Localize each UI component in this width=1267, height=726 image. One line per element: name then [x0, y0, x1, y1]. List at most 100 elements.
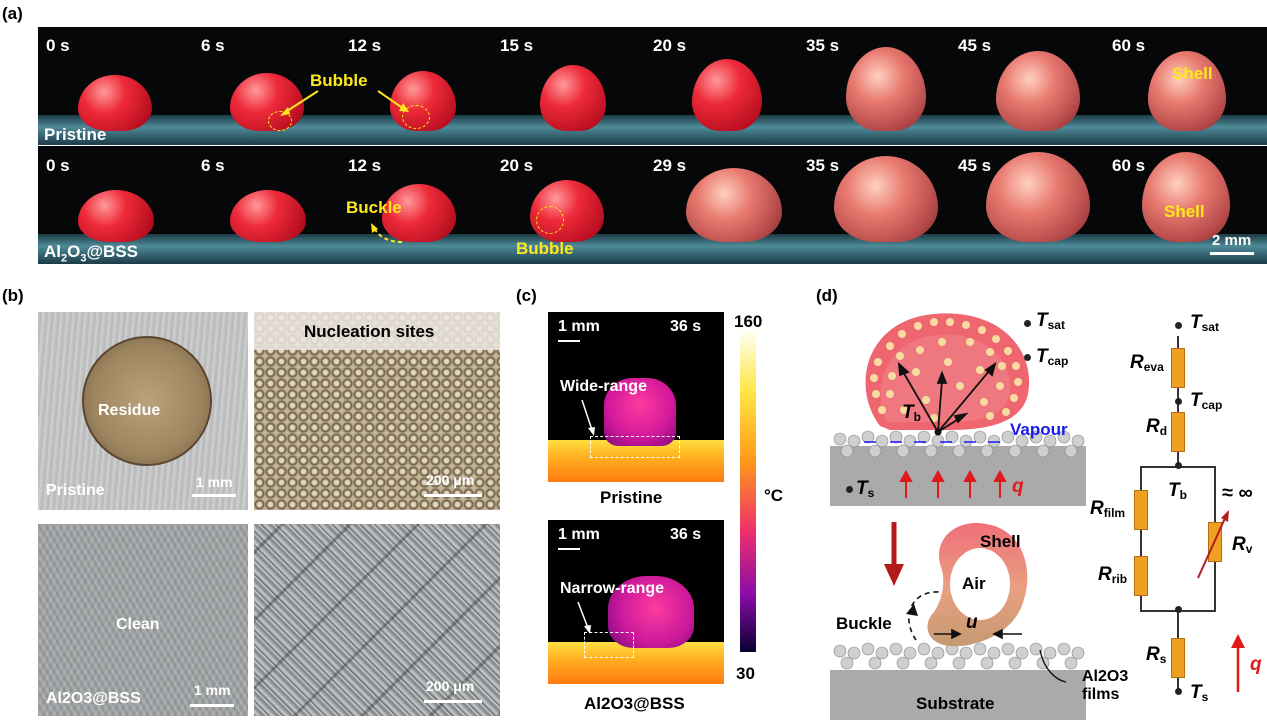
resistor-rib [1134, 556, 1148, 596]
frame-time: 35 s [806, 36, 840, 55]
ir-image-coated: 1 mm 36 s Narrow-range [548, 520, 724, 684]
substrate-strip [38, 234, 1267, 264]
pristine-zoom-image: Nucleation sites 200 μm [254, 312, 500, 510]
texture-overlay [254, 524, 500, 716]
surface-label: Al2O3@BSS [46, 690, 141, 707]
circuit-q: q [1250, 654, 1262, 675]
droplet-thermal [608, 576, 694, 648]
scale-bar [1210, 252, 1254, 255]
frame-time: 6 s [201, 36, 225, 55]
surface-label: Al2O3@BSS [44, 242, 139, 264]
droplet [230, 190, 306, 242]
buckle-arrow [371, 223, 403, 243]
shell-label: Shell [1172, 64, 1213, 83]
time-label: 36 s [670, 318, 702, 335]
droplet [692, 59, 762, 131]
pristine-overview-image: Residue Pristine 1 mm [38, 312, 248, 510]
scale-bar [558, 340, 580, 342]
circuit-wire [1177, 452, 1179, 468]
colorbar-min: 30 [736, 664, 755, 683]
panel-d-label: (d) [816, 286, 838, 305]
panel-a-row-coated: 0 s 6 s 12 s 20 s 29 s 35 s 45 s 60 s Bu… [38, 146, 1267, 264]
frame-time: 45 s [958, 156, 992, 175]
substrate-label: Substrate [916, 694, 995, 713]
circuit-T-sat: Tsat [1190, 312, 1219, 334]
coated-overview-image: Clean Al2O3@BSS 1 mm [38, 524, 248, 716]
time-label: 36 s [670, 526, 702, 543]
scale-bar [190, 704, 234, 707]
node-marker [1175, 606, 1182, 613]
colorbar [740, 332, 756, 652]
circuit-R-s: Rs [1146, 644, 1167, 666]
droplet-shell [846, 47, 926, 131]
scale-bar-label: 200 μm [426, 678, 475, 694]
scale-bar-label: 200 μm [426, 472, 475, 488]
point-marker [1024, 354, 1031, 361]
ir-image-pristine: 1 mm 36 s Wide-range [548, 312, 724, 482]
films-label: Al2O3 films [1082, 668, 1129, 703]
clean-label: Clean [116, 616, 160, 633]
hot-substrate [548, 642, 724, 684]
droplet [78, 75, 152, 131]
frame-time: 0 s [46, 36, 70, 55]
droplet-thermal [604, 378, 676, 446]
buckled-shell-schematic [830, 523, 1086, 720]
circuit-T-s: Ts [1190, 682, 1209, 704]
T-sat-label: Tsat [1036, 310, 1065, 332]
point-marker [1024, 320, 1031, 327]
scale-bar [192, 494, 236, 497]
variable-resistor-arrow [1197, 510, 1229, 579]
scale-bar-label: 1 mm [196, 474, 233, 490]
node-marker [1175, 322, 1182, 329]
circuit-R-film: Rfilm [1090, 498, 1126, 520]
annotation-arrow [577, 601, 591, 634]
displacement-label: u [966, 612, 978, 633]
scale-bar [558, 548, 580, 550]
point-marker [846, 486, 853, 493]
frame-time: 12 s [348, 36, 382, 55]
buckle-label: Buckle [836, 614, 892, 633]
buckle-label: Buckle [346, 198, 402, 217]
substrate-strip [38, 115, 1267, 145]
circuit-R-rib: Rrib [1098, 564, 1128, 586]
frame-time: 20 s [500, 156, 534, 175]
scale-bar-label: 1 mm [194, 682, 231, 698]
frame-time: 29 s [653, 156, 687, 175]
scale-bar [424, 700, 482, 703]
residue-disc [82, 336, 212, 466]
droplet-shell [996, 51, 1080, 131]
transition-arrow [884, 522, 904, 586]
wide-range-label: Wide-range [560, 378, 647, 395]
scale-bar-label: 1 mm [558, 526, 600, 543]
T-b-label: Tb [902, 402, 921, 424]
circuit-T-b: Tb [1168, 480, 1187, 502]
vapour-label: Vapour [1010, 420, 1068, 439]
frame-time: 15 s [500, 36, 534, 55]
resistor-eva [1171, 348, 1185, 388]
shell-label: Shell [980, 532, 1021, 551]
node-marker [1175, 688, 1182, 695]
frame-time: 0 s [46, 156, 70, 175]
bubble-label: Bubble [310, 71, 368, 90]
frame-time: 45 s [958, 36, 992, 55]
droplet-shell [686, 168, 782, 242]
nucleation-sites-title: Nucleation sites [304, 322, 435, 341]
annotation-arrow [581, 399, 595, 436]
frame-time: 60 s [1112, 156, 1146, 175]
droplet [540, 65, 606, 131]
heat-flux-label: q [1012, 476, 1024, 497]
node-marker [1175, 462, 1182, 469]
colorbar-unit: °C [764, 486, 784, 505]
bubble-marker [402, 105, 430, 129]
droplet-shell [1142, 152, 1230, 242]
frame-time: 12 s [348, 156, 382, 175]
coated-zoom-image: 200 μm [254, 524, 500, 716]
hot-substrate [548, 440, 724, 482]
frame-time: 60 s [1112, 36, 1146, 55]
air-label: Air [962, 574, 986, 593]
narrow-range-label: Narrow-range [560, 580, 665, 597]
node-marker [1175, 398, 1182, 405]
droplet-shell [834, 156, 938, 242]
bubble-label: Bubble [516, 239, 574, 258]
resistor-s [1171, 638, 1185, 678]
